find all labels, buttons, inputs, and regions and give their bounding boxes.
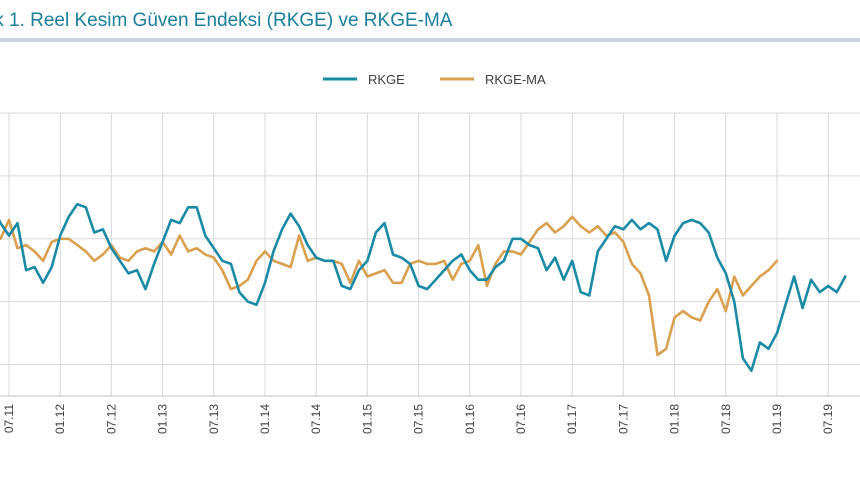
legend-label-rkge: RKGE (368, 72, 405, 87)
x-tick-label: 07.15 (412, 404, 426, 434)
x-tick-label: 07.19 (821, 404, 835, 434)
grid-lines (0, 112, 860, 396)
legend-label-rkge-ma: RKGE-MA (485, 72, 546, 87)
series-lines (0, 202, 847, 373)
x-tick-label: 01.14 (258, 404, 272, 434)
x-tick-label: 01.18 (668, 404, 682, 434)
x-tick-label: 07.13 (207, 404, 221, 434)
x-tick-label: 01.15 (360, 404, 374, 434)
x-tick-label: 01.19 (770, 404, 784, 434)
x-tick-label: 01.12 (53, 404, 67, 434)
x-axis: 07.11 01.12 07.12 01.13 07.13 01.14 07.14 01.15… (0, 395, 860, 434)
x-tick-label: 07.14 (309, 404, 323, 434)
series-line-rkge (0, 202, 847, 373)
x-tick-label: 07.16 (514, 404, 528, 434)
x-tick-label: 07.12 (104, 404, 118, 434)
x-tick-label: 01.17 (565, 404, 579, 434)
title-divider (0, 38, 860, 42)
x-tick-label: 01.13 (156, 404, 170, 434)
x-tick-label: 07.17 (616, 404, 630, 434)
x-tick-label: 07.11 (2, 404, 16, 433)
legend: RKGE RKGE-MA (323, 72, 546, 87)
series-line-rkge-ma (0, 215, 779, 357)
chart-title: ik 1. Reel Kesim Güven Endeksi (RKGE) ve… (0, 10, 453, 31)
x-tick-label: 07.18 (719, 404, 733, 434)
x-tick-label: 01.16 (463, 404, 477, 434)
